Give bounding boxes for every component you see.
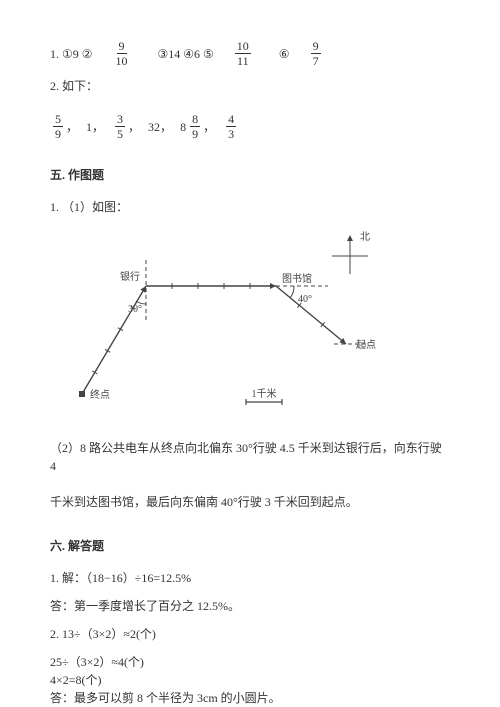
answer-line-1: 1. ①9 ② 9 10 ③14 ④6 ⑤ 10 11 ⑥ 9 7 bbox=[50, 40, 450, 67]
diagram-container: 银行 图书馆起点终点 北 1千米 30° 40° bbox=[50, 226, 450, 421]
comma: ， bbox=[128, 118, 140, 136]
mixed-fraction: 8 8 9 bbox=[180, 113, 203, 140]
denominator: 11 bbox=[235, 54, 251, 67]
denominator: 9 bbox=[190, 127, 200, 140]
fraction: 9 7 bbox=[311, 40, 321, 67]
svg-text:北: 北 bbox=[360, 231, 370, 243]
q6-2a: 2. 13÷（3×2）≈2(个) bbox=[50, 625, 450, 643]
route-diagram: 银行 图书馆起点终点 北 1千米 30° 40° bbox=[50, 226, 410, 416]
denominator: 7 bbox=[311, 54, 321, 67]
svg-text:终点: 终点 bbox=[90, 388, 110, 401]
q5-2-line-a: （2）8 路公共电车从终点向北偏东 30°行驶 4.5 千米到达银行后，向东行驶… bbox=[50, 439, 450, 475]
value: 32 bbox=[148, 118, 160, 136]
q5-1-label: 1. （1）如图： bbox=[50, 198, 450, 216]
numerator: 9 bbox=[117, 40, 127, 54]
denominator: 10 bbox=[114, 54, 130, 67]
q6-2b: 25÷（3×2）≈4(个) bbox=[50, 653, 450, 671]
q5-2-line-b: 千米到达图书馆，最后向东偏南 40°行驶 3 千米回到起点。 bbox=[50, 493, 450, 511]
numerator: 4 bbox=[226, 113, 236, 127]
text: ③14 ④6 ⑤ bbox=[158, 45, 214, 63]
numerator: 5 bbox=[53, 113, 63, 127]
fraction: 3 5 bbox=[115, 113, 125, 140]
denominator: 3 bbox=[226, 127, 236, 140]
fraction: 9 10 bbox=[114, 40, 130, 67]
fraction: 4 3 bbox=[226, 113, 236, 140]
svg-text:30°: 30° bbox=[128, 304, 142, 315]
denominator: 5 bbox=[115, 127, 125, 140]
svg-text:图书馆: 图书馆 bbox=[282, 272, 312, 285]
text: 1. ①9 ② bbox=[50, 45, 93, 63]
q6-2d: 答：最多可以剪 8 个半径为 3cm 的小圆片。 bbox=[50, 689, 450, 707]
q6-1b: 答：第一季度增长了百分之 12.5%。 bbox=[50, 597, 450, 615]
comma: ， bbox=[203, 118, 215, 136]
q6-2c: 4×2=8(个) bbox=[50, 671, 450, 689]
section-5-title: 五. 作图题 bbox=[50, 166, 450, 184]
denominator: 9 bbox=[53, 127, 63, 140]
svg-text:银行: 银行 bbox=[120, 270, 140, 283]
svg-text:40°: 40° bbox=[298, 294, 312, 305]
fraction: 10 11 bbox=[235, 40, 251, 67]
numerator: 9 bbox=[311, 40, 321, 54]
fraction: 8 9 bbox=[190, 113, 200, 140]
answer-line-2: 2. 如下： bbox=[50, 77, 450, 95]
numerator: 8 bbox=[190, 113, 200, 127]
section-6-title: 六. 解答题 bbox=[50, 537, 450, 555]
text: ⑥ bbox=[279, 45, 290, 63]
svg-text:起点: 起点 bbox=[356, 339, 376, 351]
comma: ， bbox=[92, 118, 104, 136]
svg-text:1千米: 1千米 bbox=[252, 387, 277, 400]
fraction-sequence: 5 9 ， 1 ， 3 5 ， 32 ， 8 8 9 ， 4 3 bbox=[50, 113, 450, 140]
numerator: 10 bbox=[235, 40, 251, 54]
numerator: 3 bbox=[115, 113, 125, 127]
comma: ， bbox=[160, 118, 172, 136]
q6-1a: 1. 解：（18−16）÷16=12.5% bbox=[50, 569, 450, 587]
whole: 8 bbox=[180, 118, 186, 136]
comma: ， bbox=[66, 118, 78, 136]
fraction: 5 9 bbox=[53, 113, 63, 140]
